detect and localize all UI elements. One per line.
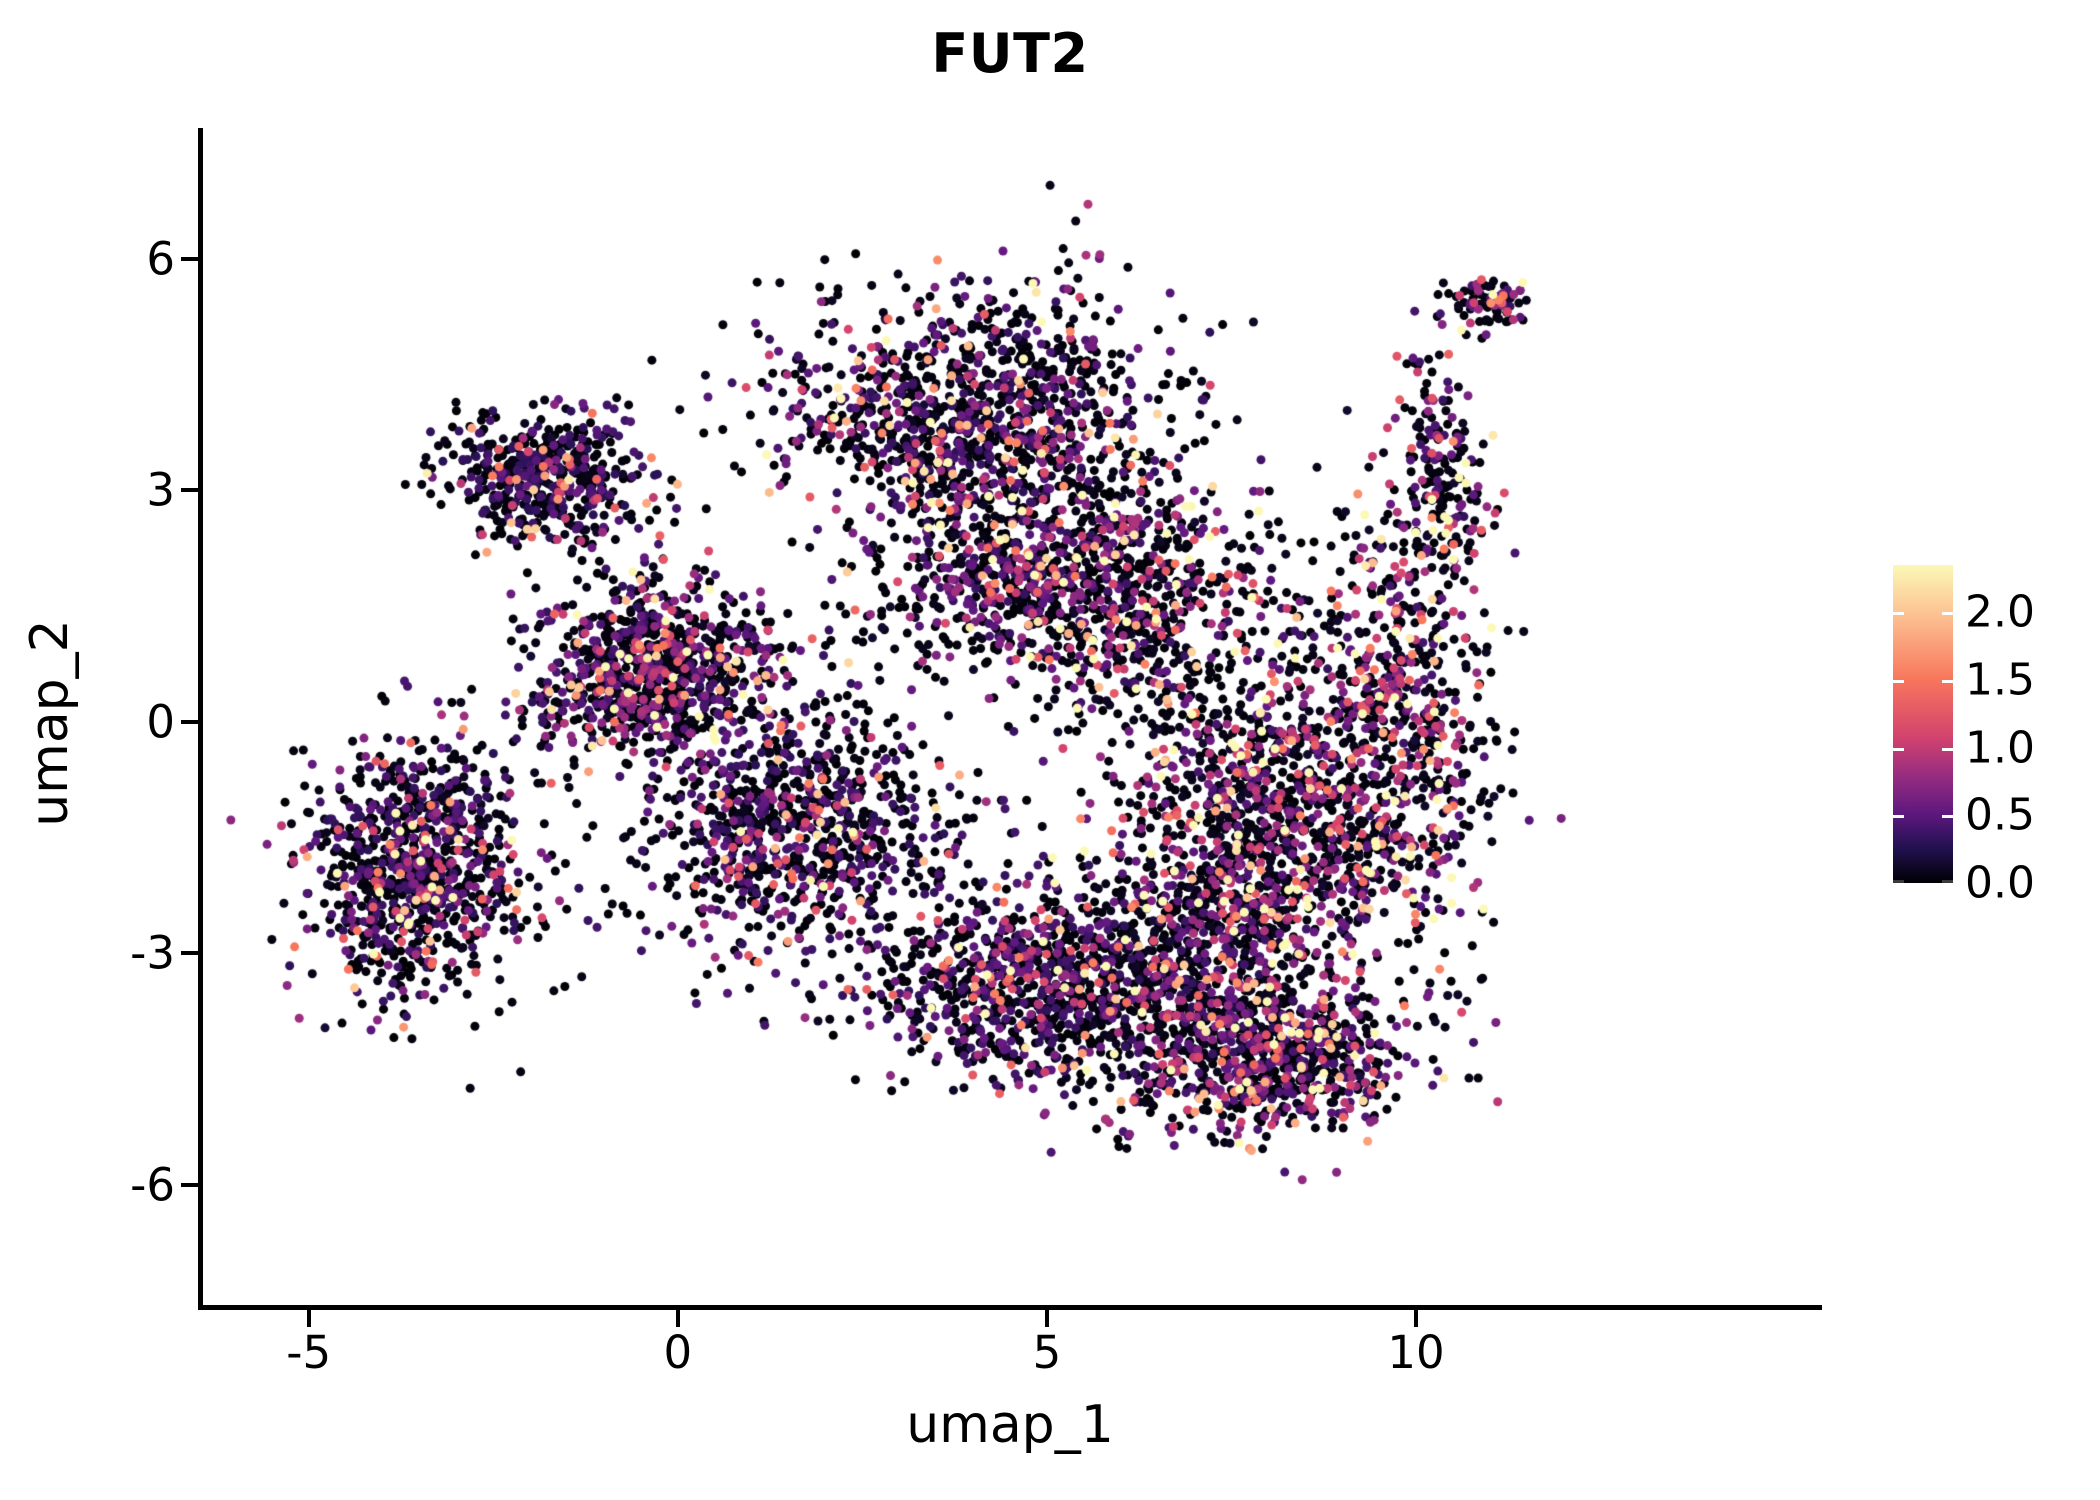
colorbar-tick-mark <box>1893 747 1904 751</box>
colorbar-tick-mark <box>1942 815 1953 819</box>
y-tick-label: 6 <box>146 232 175 286</box>
colorbar-tick-mark <box>1942 747 1953 751</box>
y-axis-spine <box>198 128 203 1310</box>
y-tick-mark <box>181 488 198 493</box>
x-tick-mark <box>675 1310 680 1327</box>
colorbar-tick-mark <box>1942 612 1953 616</box>
umap-scatter-points <box>198 128 1822 1308</box>
x-tick-mark <box>1414 1310 1418 1327</box>
x-tick-mark <box>306 1310 311 1327</box>
x-axis-label: umap_1 <box>906 1395 1114 1455</box>
colorbar-gradient <box>1893 565 1953 883</box>
y-axis-label: umap_2 <box>20 619 80 827</box>
colorbar-tick-label: 2.0 <box>1965 586 2035 638</box>
y-tick-label: 0 <box>146 695 175 749</box>
colorbar-tick-mark <box>1942 880 1953 883</box>
y-tick-label: -6 <box>130 1158 175 1212</box>
x-tick-label: -5 <box>286 1326 332 1379</box>
colorbar-tick-mark <box>1942 680 1953 684</box>
page-title: FUT2 <box>931 22 1089 85</box>
colorbar-tick-label: 1.5 <box>1965 654 2035 706</box>
colorbar-tick-mark <box>1893 815 1904 819</box>
x-axis-spine <box>198 1305 1822 1310</box>
colorbar-tick-label: 0.0 <box>1965 857 2035 909</box>
y-tick-mark <box>181 257 198 262</box>
y-tick-label: -3 <box>130 926 175 980</box>
y-tick-mark <box>181 951 198 956</box>
colorbar-tick-mark <box>1893 880 1904 883</box>
x-tick-mark <box>1044 1310 1049 1327</box>
colorbar-tick-mark <box>1893 612 1904 616</box>
x-tick-label: 5 <box>1032 1326 1062 1379</box>
y-tick-label: 3 <box>146 463 175 517</box>
y-tick-mark <box>181 1182 198 1187</box>
colorbar-tick-label: 1.0 <box>1965 722 2035 774</box>
scatter-plot-area[interactable] <box>198 128 1822 1308</box>
colorbar-tick-mark <box>1893 680 1904 684</box>
x-tick-label: 0 <box>663 1326 693 1379</box>
x-tick-label: 10 <box>1387 1326 1445 1379</box>
y-tick-mark <box>181 719 198 724</box>
colorbar-tick-label: 0.5 <box>1965 789 2035 841</box>
